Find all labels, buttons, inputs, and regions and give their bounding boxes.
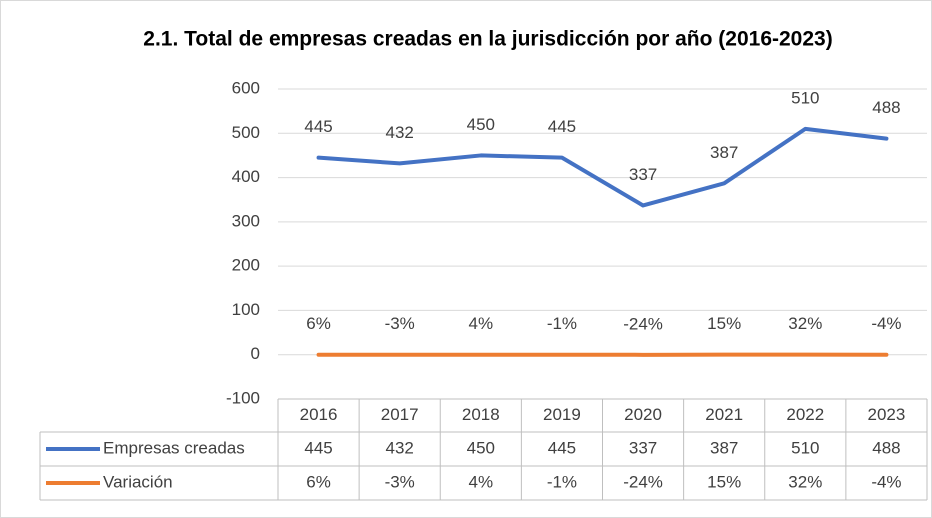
legend-label: Empresas creadas bbox=[103, 438, 245, 457]
y-tick-label: 0 bbox=[251, 344, 260, 363]
x-tick-label: 2016 bbox=[300, 405, 338, 424]
x-tick-label: 2018 bbox=[462, 405, 500, 424]
table-value: 6% bbox=[306, 472, 331, 491]
table-value: -1% bbox=[547, 472, 577, 491]
table-value: -3% bbox=[385, 472, 415, 491]
x-tick-label: 2021 bbox=[705, 405, 743, 424]
table-value: 337 bbox=[629, 438, 657, 457]
table-value: 445 bbox=[304, 438, 332, 457]
y-tick-label: 200 bbox=[232, 256, 260, 275]
data-label: 488 bbox=[872, 98, 900, 117]
y-tick-label: 300 bbox=[232, 211, 260, 230]
y-tick-label: 600 bbox=[232, 78, 260, 97]
data-label: 510 bbox=[791, 88, 819, 107]
chart-title: 2.1. Total de empresas creadas en la jur… bbox=[143, 28, 832, 51]
x-tick-label: 2019 bbox=[543, 405, 581, 424]
series-line bbox=[316, 126, 889, 208]
table-value: 387 bbox=[710, 438, 738, 457]
data-label: 32% bbox=[788, 314, 822, 333]
data-label: -4% bbox=[871, 314, 901, 333]
x-tick-label: 2017 bbox=[381, 405, 419, 424]
table-value: 4% bbox=[469, 472, 494, 491]
x-tick-label: 2022 bbox=[786, 405, 824, 424]
legend-label: Variación bbox=[103, 472, 173, 491]
data-label: -24% bbox=[623, 314, 663, 333]
data-label: 450 bbox=[467, 115, 495, 134]
data-label: 445 bbox=[548, 117, 576, 136]
table-value: -24% bbox=[623, 472, 663, 491]
y-tick-label: 100 bbox=[232, 300, 260, 319]
table-value: 432 bbox=[386, 438, 414, 457]
y-tick-label: -100 bbox=[226, 388, 260, 407]
y-tick-label: 500 bbox=[232, 123, 260, 142]
data-label: -1% bbox=[547, 314, 577, 333]
data-label: 445 bbox=[304, 117, 332, 136]
table-value: 445 bbox=[548, 438, 576, 457]
data-label: 4% bbox=[469, 314, 494, 333]
data-label: -3% bbox=[385, 314, 415, 333]
data-label: 6% bbox=[306, 314, 331, 333]
table-value: 510 bbox=[791, 438, 819, 457]
x-tick-label: 2020 bbox=[624, 405, 662, 424]
data-label: 387 bbox=[710, 143, 738, 162]
table-value: 32% bbox=[788, 472, 822, 491]
data-label: 432 bbox=[386, 123, 414, 142]
data-label: 15% bbox=[707, 314, 741, 333]
table-value: 15% bbox=[707, 472, 741, 491]
data-label: 337 bbox=[629, 165, 657, 184]
table-value: 450 bbox=[467, 438, 495, 457]
y-tick-label: 400 bbox=[232, 167, 260, 186]
table-value: -4% bbox=[871, 472, 901, 491]
table-value: 488 bbox=[872, 438, 900, 457]
x-tick-label: 2023 bbox=[868, 405, 906, 424]
